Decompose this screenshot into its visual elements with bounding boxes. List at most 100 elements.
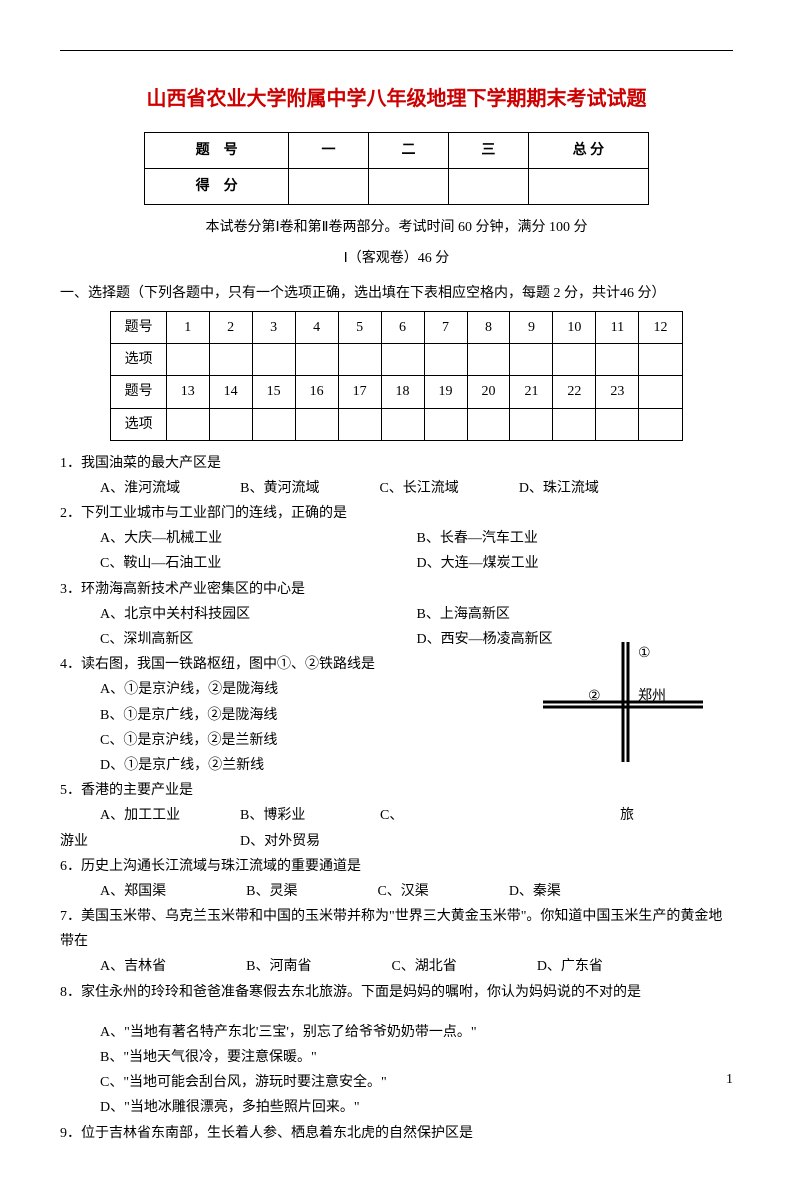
- answer-cell: [424, 408, 467, 440]
- score-header: 二: [369, 133, 449, 169]
- answer-cell: [596, 408, 639, 440]
- score-header: 总 分: [528, 133, 648, 169]
- answer-label: 选项: [111, 344, 166, 376]
- answer-cell: [553, 408, 596, 440]
- answer-label: 选项: [111, 408, 166, 440]
- q5-option-a: A、加工工业: [100, 803, 240, 828]
- answer-num: 11: [596, 311, 639, 343]
- answer-num: 4: [295, 311, 338, 343]
- score-cell: [528, 169, 648, 205]
- q5-option-d2: D、对外贸易: [240, 829, 320, 854]
- score-table: 题 号 一 二 三 总 分 得 分: [144, 132, 649, 205]
- q6-option-d: D、秦渠: [509, 879, 561, 904]
- instruction: 一、选择题（下列各题中，只有一个选项正确，选出填在下表相应空格内，每题 2 分，…: [60, 281, 733, 306]
- q8-option-a: A、"当地有著名特产东北'三宝'，别忘了给爷爷奶奶带一点。": [100, 1020, 733, 1045]
- score-row-label: 得 分: [145, 169, 289, 205]
- answer-cell: [252, 408, 295, 440]
- answer-cell: [639, 408, 682, 440]
- top-rule: [60, 50, 733, 51]
- page-number: 1: [726, 1067, 733, 1092]
- answer-cell: [467, 408, 510, 440]
- answer-cell: [596, 344, 639, 376]
- score-header: 一: [289, 133, 369, 169]
- answer-num: [639, 376, 682, 408]
- q8-option-b: B、"当地天气很冷，要注意保暖。": [100, 1045, 733, 1070]
- answer-label: 题号: [111, 376, 166, 408]
- answer-label: 题号: [111, 311, 166, 343]
- answer-num: 21: [510, 376, 553, 408]
- q7-option-b: B、河南省: [246, 954, 311, 979]
- q7-option-a: A、吉林省: [100, 954, 166, 979]
- answer-num: 14: [209, 376, 252, 408]
- answer-cell: [166, 344, 209, 376]
- q2-option-b: B、长春—汽车工业: [417, 526, 734, 551]
- score-cell: [448, 169, 528, 205]
- score-cell: [289, 169, 369, 205]
- answer-cell: [166, 408, 209, 440]
- q5-option-b: B、博彩业: [240, 803, 380, 828]
- q3-option-c: C、深圳高新区: [100, 627, 417, 652]
- q8-option-c: C、"当地可能会刮台风，游玩时要注意安全。": [100, 1070, 733, 1095]
- answer-num: 16: [295, 376, 338, 408]
- q6-text: 6．历史上沟通长江流域与珠江流域的重要通道是: [60, 854, 733, 879]
- q7-text: 7．美国玉米带、乌克兰玉米带和中国的玉米带并称为"世界三大黄金玉米带"。你知道中…: [60, 904, 733, 954]
- answer-num: 13: [166, 376, 209, 408]
- answer-cell: [338, 344, 381, 376]
- answer-num: 10: [553, 311, 596, 343]
- answer-cell: [338, 408, 381, 440]
- q3-text: 3．环渤海高新技术产业密集区的中心是: [60, 577, 733, 602]
- answer-cell: [553, 344, 596, 376]
- answer-num: 7: [424, 311, 467, 343]
- answer-num: 23: [596, 376, 639, 408]
- answer-num: 22: [553, 376, 596, 408]
- answer-num: 6: [381, 311, 424, 343]
- q5-option-c: C、: [380, 803, 620, 828]
- diagram-label-1: ①: [638, 646, 651, 661]
- answer-table: 题号 1 2 3 4 5 6 7 8 9 10 11 12 选项 题号 13 1…: [110, 311, 682, 441]
- answer-cell: [295, 344, 338, 376]
- score-header: 题 号: [145, 133, 289, 169]
- q1-option-b: B、黄河流域: [240, 476, 319, 501]
- railway-diagram: ① ② 郑州: [543, 642, 703, 762]
- q5-option-d1: 游业: [60, 829, 240, 854]
- answer-num: 8: [467, 311, 510, 343]
- q5-text: 5．香港的主要产业是: [60, 778, 733, 803]
- answer-cell: [510, 408, 553, 440]
- answer-num: 17: [338, 376, 381, 408]
- q1-text: 1．我国油菜的最大产区是: [60, 451, 733, 476]
- answer-cell: [209, 344, 252, 376]
- answer-cell: [209, 408, 252, 440]
- section-label: Ⅰ（客观卷）46 分: [60, 246, 733, 271]
- q2-option-d: D、大连—煤炭工业: [417, 551, 734, 576]
- answer-cell: [295, 408, 338, 440]
- q8-option-d: D、"当地冰雕很漂亮，多拍些照片回来。": [100, 1095, 733, 1120]
- answer-num: 15: [252, 376, 295, 408]
- answer-cell: [639, 344, 682, 376]
- answer-num: 3: [252, 311, 295, 343]
- q3-option-b: B、上海高新区: [417, 602, 734, 627]
- q1-option-a: A、淮河流域: [100, 476, 180, 501]
- diagram-city: 郑州: [638, 688, 666, 704]
- q7-option-c: C、湖北省: [391, 954, 456, 979]
- answer-cell: [424, 344, 467, 376]
- answer-cell: [252, 344, 295, 376]
- answer-num: 2: [209, 311, 252, 343]
- answer-cell: [381, 408, 424, 440]
- answer-num: 20: [467, 376, 510, 408]
- score-header: 三: [448, 133, 528, 169]
- q5-option-c-suffix: 旅: [620, 803, 634, 828]
- q1-option-d: D、珠江流域: [519, 476, 599, 501]
- answer-num: 18: [381, 376, 424, 408]
- exam-info: 本试卷分第Ⅰ卷和第Ⅱ卷两部分。考试时间 60 分钟，满分 100 分: [60, 215, 733, 240]
- answer-num: 1: [166, 311, 209, 343]
- answer-num: 12: [639, 311, 682, 343]
- answer-num: 19: [424, 376, 467, 408]
- q9-text: 9．位于吉林省东南部，生长着人参、栖息着东北虎的自然保护区是: [60, 1121, 733, 1146]
- q2-text: 2．下列工业城市与工业部门的连线，正确的是: [60, 501, 733, 526]
- answer-cell: [381, 344, 424, 376]
- answer-cell: [510, 344, 553, 376]
- q6-option-c: C、汉渠: [377, 879, 428, 904]
- score-cell: [369, 169, 449, 205]
- q8-text: 8．家住永州的玲玲和爸爸准备寒假去东北旅游。下面是妈妈的嘱咐，你认为妈妈说的不对…: [60, 980, 733, 1005]
- q3-option-a: A、北京中关村科技园区: [100, 602, 417, 627]
